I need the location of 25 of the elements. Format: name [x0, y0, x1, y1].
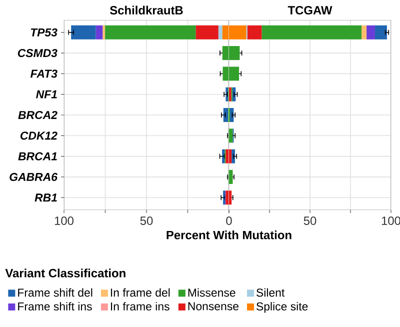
y-tick-label: BRCA2	[18, 110, 58, 120]
legend-title: Variant Classification	[5, 268, 126, 278]
chart-title: SchildkrautB	[110, 6, 183, 14]
y-tick-label: RB1	[34, 194, 57, 202]
y-tick-label: CDK12	[20, 132, 58, 140]
y-tick-label: NF1	[36, 90, 57, 98]
x-tick-label: 0	[226, 216, 232, 225]
x-tick-label: 50	[140, 216, 153, 225]
y-tick-label: GABRA6	[10, 172, 58, 182]
y-tick-label: BRCA1	[18, 152, 57, 160]
y-tick-label: FAT3	[30, 70, 58, 78]
chart-title: TCGAW	[288, 6, 332, 14]
y-tick-label: TP53	[30, 28, 58, 36]
legend-label: In frame del	[110, 288, 170, 297]
legend-label: Splice site	[256, 302, 308, 313]
x-axis-title: Percent With Mutation	[166, 230, 292, 240]
legend-label: Frame shift del	[18, 288, 92, 297]
legend-label: In frame ins	[110, 302, 170, 310]
legend-label: Missense	[188, 288, 236, 297]
legend-label: Silent	[256, 288, 285, 297]
x-tick-label: 100	[54, 216, 74, 225]
legend-label: Nonsense	[188, 302, 238, 310]
legend-label: Frame shift ins	[18, 302, 92, 310]
y-tick-label: CSMD3	[18, 48, 58, 58]
x-tick-label: 50	[304, 216, 316, 225]
